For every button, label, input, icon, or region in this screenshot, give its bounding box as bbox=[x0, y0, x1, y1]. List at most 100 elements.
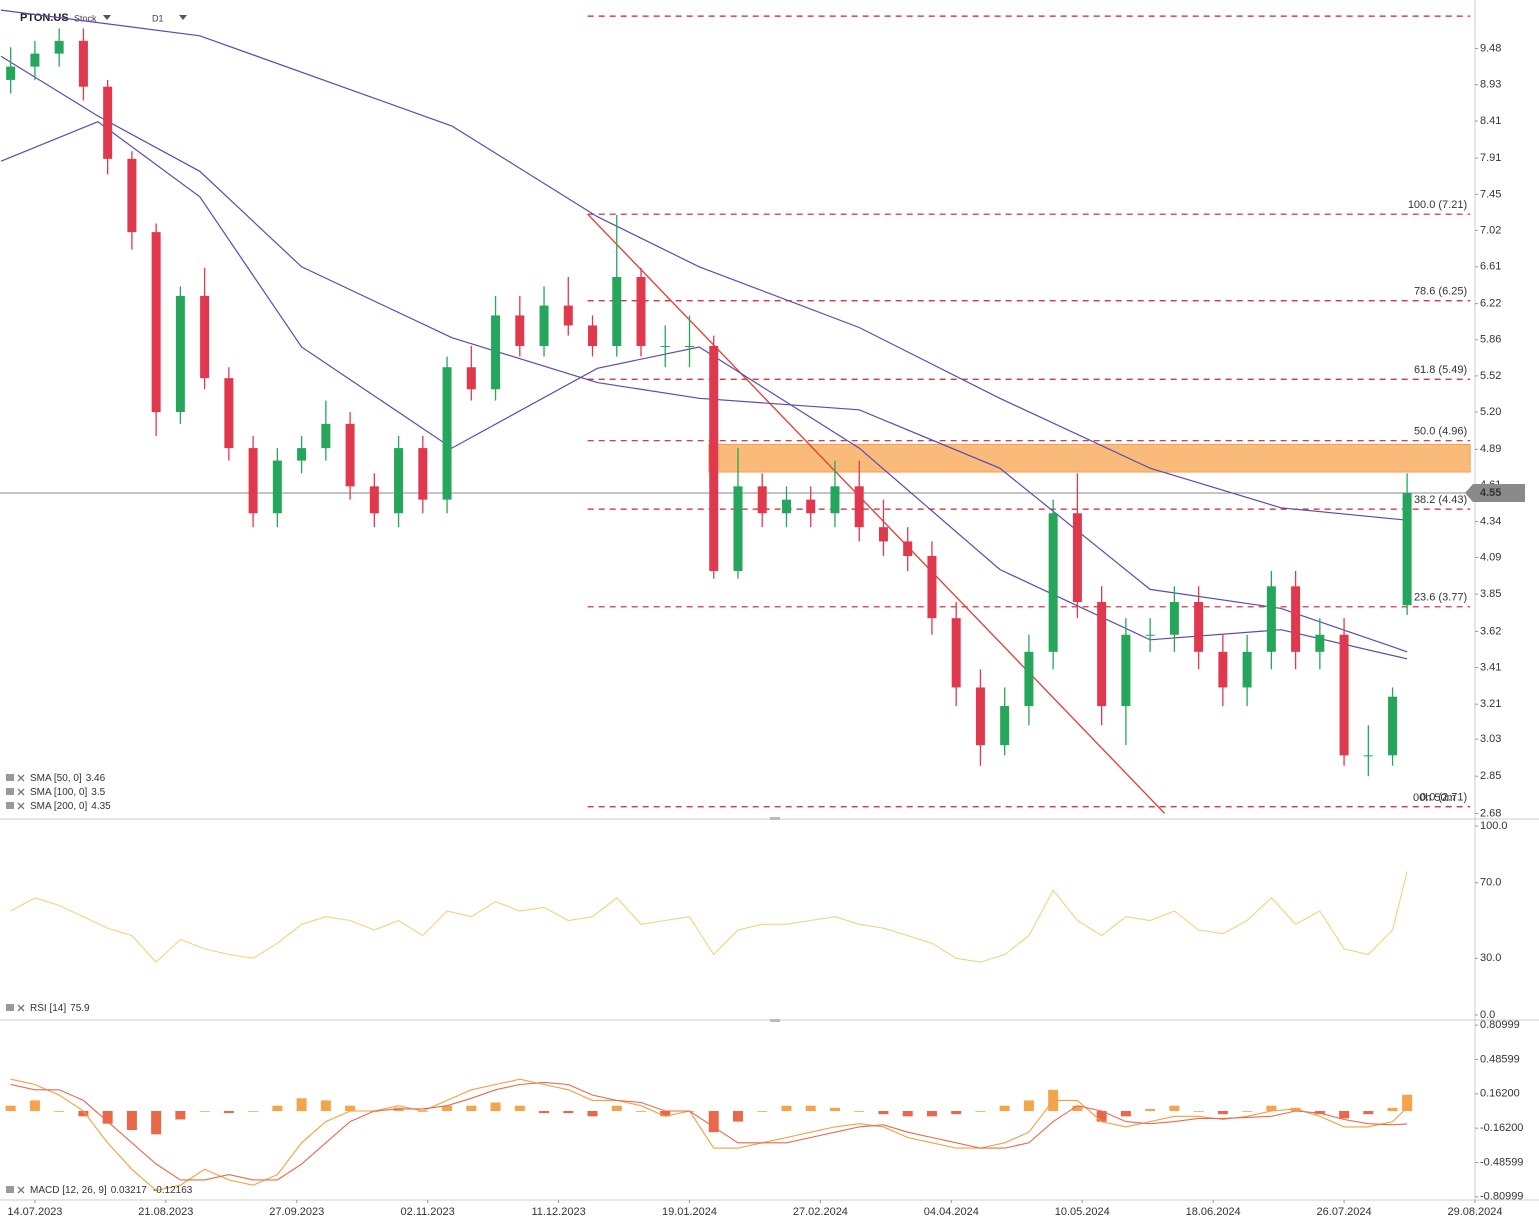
y-tick-label: 6.22 bbox=[1480, 298, 1501, 310]
macd-histogram-bar bbox=[660, 1111, 671, 1117]
legend-value: 75.9 bbox=[70, 1003, 90, 1014]
candle-body bbox=[1072, 513, 1082, 603]
candle-body bbox=[1388, 696, 1398, 756]
macd-histogram-bar bbox=[563, 1111, 574, 1114]
macd-histogram-bar bbox=[102, 1111, 113, 1124]
legend-close[interactable] bbox=[17, 774, 25, 1194]
candle-body bbox=[781, 499, 791, 514]
candle-body bbox=[491, 315, 501, 390]
legend-icon[interactable] bbox=[6, 1004, 14, 1011]
symbol-dropdown[interactable] bbox=[103, 15, 111, 20]
legend-name: SMA [100, 0] bbox=[30, 787, 87, 798]
y-tick-label: 70.0 bbox=[1480, 877, 1501, 889]
interval-dropdown[interactable] bbox=[179, 15, 187, 20]
y-tick-label: 7.45 bbox=[1480, 188, 1501, 200]
candle-body bbox=[1402, 492, 1412, 606]
macd-histogram-bar bbox=[951, 1111, 962, 1115]
macd-histogram-bar bbox=[732, 1111, 743, 1122]
y-tick-label: 0.0 bbox=[1480, 1009, 1495, 1021]
legend-name: RSI [14] bbox=[30, 1003, 66, 1014]
candle-body bbox=[151, 232, 161, 413]
macd-histogram-bar bbox=[1023, 1100, 1034, 1111]
y-tick-label: 2.68 bbox=[1480, 807, 1501, 819]
macd-histogram-bar bbox=[223, 1111, 234, 1114]
macd-histogram-bar bbox=[611, 1105, 622, 1111]
candle-body bbox=[345, 423, 355, 487]
candle-body bbox=[975, 687, 985, 746]
x-tick-label: 04.04.2024 bbox=[924, 1206, 979, 1218]
legend-icon[interactable] bbox=[6, 802, 14, 809]
legend-value: -0.12163 bbox=[153, 1185, 193, 1196]
sma-line bbox=[0, 55, 1408, 653]
y-tick-label: 9.48 bbox=[1480, 42, 1501, 54]
candle-body bbox=[1218, 651, 1228, 688]
x-tick-label: 14.07.2023 bbox=[7, 1206, 62, 1218]
candle-body bbox=[248, 448, 258, 514]
legend-name: SMA [200, 0] bbox=[30, 801, 87, 812]
signal-line bbox=[10, 1081, 1408, 1181]
fib-label: 78.6 (6.25) bbox=[1414, 286, 1467, 298]
macd-histogram-bar bbox=[320, 1100, 331, 1111]
legend-icon[interactable] bbox=[6, 1186, 14, 1193]
macd-histogram-bar bbox=[1145, 1108, 1156, 1111]
legend-value: 0.03217 bbox=[111, 1185, 148, 1196]
candle-body bbox=[515, 315, 525, 346]
interval[interactable]: D1 bbox=[152, 13, 164, 23]
y-tick-label: 7.91 bbox=[1480, 152, 1501, 164]
macd-histogram-bar bbox=[199, 1111, 210, 1112]
candle-body bbox=[733, 486, 743, 571]
x-tick-label: 21.08.2023 bbox=[138, 1206, 193, 1218]
candle-body bbox=[1169, 602, 1179, 635]
symbol[interactable]: PTON.US bbox=[20, 12, 69, 24]
asset-type: Stock bbox=[74, 13, 97, 23]
fib-label: 0.0 (2.71) bbox=[1420, 792, 1467, 804]
y-tick-label: 3.85 bbox=[1480, 588, 1501, 600]
macd-histogram-bar bbox=[878, 1111, 889, 1115]
macd-histogram-bar bbox=[781, 1105, 792, 1111]
legend-entry: MACD [12, 26, 9] 0.03217 -0.12163 bbox=[30, 1185, 193, 1196]
fib-label: 100.0 (7.21) bbox=[1408, 199, 1467, 211]
macd-histogram-bar bbox=[1242, 1111, 1253, 1112]
macd-histogram-bar bbox=[1387, 1107, 1398, 1111]
macd-histogram-bar bbox=[442, 1105, 453, 1111]
x-tick-label: 19.01.2024 bbox=[662, 1206, 717, 1218]
macd-line bbox=[10, 1078, 1408, 1192]
macd-histogram-bar bbox=[151, 1111, 162, 1135]
candle-body bbox=[321, 423, 331, 449]
y-tick-label: 8.93 bbox=[1480, 79, 1501, 91]
y-tick-label: 3.03 bbox=[1480, 733, 1501, 745]
macd-histogram-bar bbox=[1363, 1111, 1374, 1115]
y-tick-label: 5.20 bbox=[1480, 406, 1501, 418]
fib-label: 38.2 (4.43) bbox=[1414, 494, 1467, 506]
macd-histogram-bar bbox=[999, 1105, 1010, 1111]
macd-histogram-bar bbox=[248, 1111, 259, 1112]
candle-body bbox=[30, 53, 40, 67]
candle-body bbox=[1339, 634, 1349, 756]
candle-body bbox=[442, 367, 452, 500]
y-tick-label: 7.02 bbox=[1480, 224, 1501, 236]
legend-entry: SMA [50, 0] 3.46 bbox=[30, 773, 106, 784]
macd-histogram-bar bbox=[54, 1111, 65, 1112]
sma-line bbox=[0, 9, 1408, 521]
candle-body bbox=[588, 325, 598, 346]
pane-handle[interactable] bbox=[770, 1019, 780, 1022]
candle-body bbox=[1194, 602, 1204, 652]
candle-body bbox=[1024, 651, 1034, 707]
macd-histogram-bar bbox=[805, 1105, 816, 1111]
candle-body bbox=[927, 556, 937, 619]
price-tag bbox=[1465, 483, 1525, 502]
candle-body bbox=[636, 276, 646, 346]
fib-label: 23.6 (3.77) bbox=[1414, 592, 1467, 604]
legend-icon[interactable] bbox=[6, 774, 14, 781]
legend-icon[interactable] bbox=[6, 788, 14, 795]
pane-handle[interactable] bbox=[770, 817, 780, 820]
candle-body bbox=[224, 378, 234, 449]
y-tick-label: 5.52 bbox=[1480, 370, 1501, 382]
y-tick-label: -0.80999 bbox=[1480, 1191, 1523, 1203]
candle-body bbox=[1266, 586, 1276, 652]
candle-body bbox=[78, 40, 88, 87]
macd-histogram-bar bbox=[854, 1111, 865, 1112]
y-tick-label: 0.48599 bbox=[1480, 1053, 1520, 1065]
